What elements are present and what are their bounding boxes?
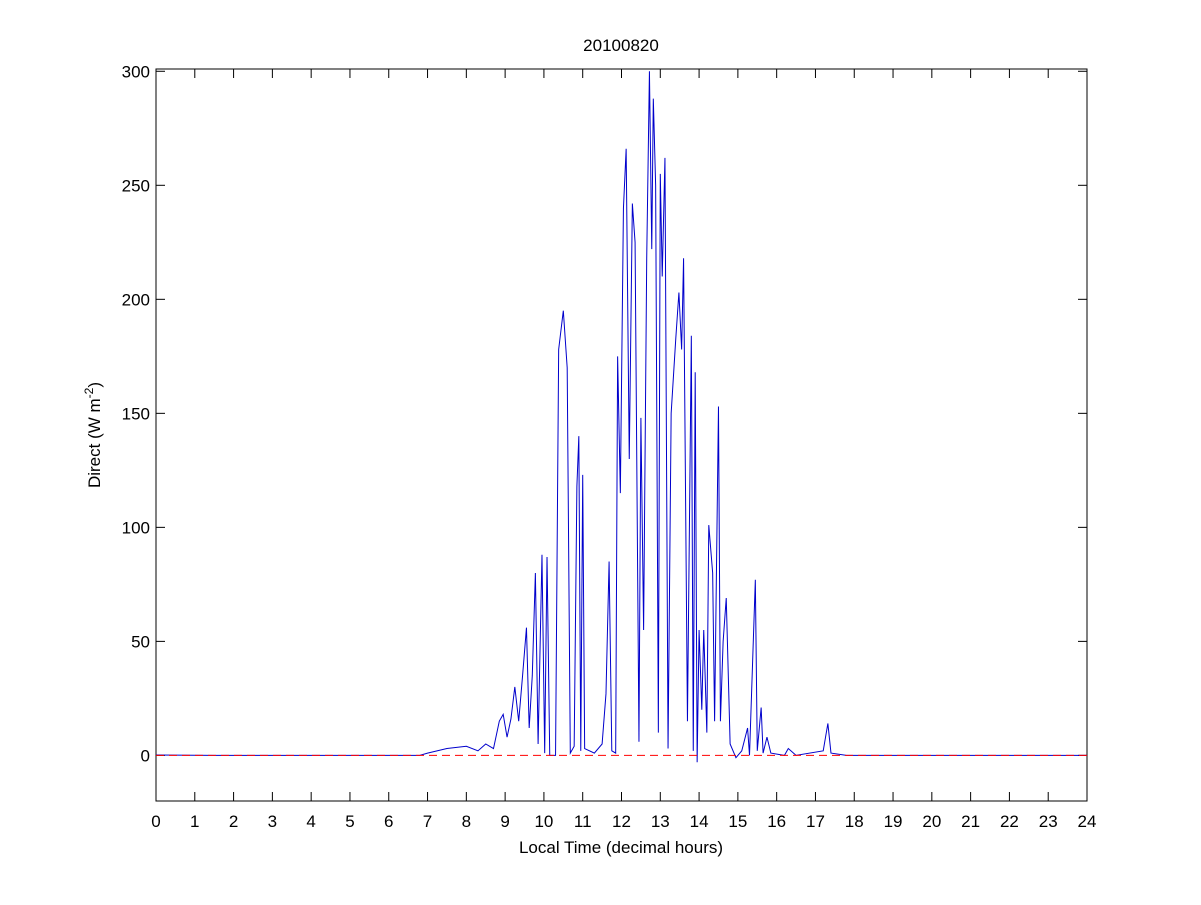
y-tick-label: 50 bbox=[131, 632, 150, 651]
x-tick-label: 21 bbox=[961, 812, 980, 831]
x-tick-label: 11 bbox=[574, 812, 592, 831]
x-tick-label: 12 bbox=[612, 812, 631, 831]
y-tick-label: 250 bbox=[122, 176, 150, 195]
x-tick-label: 20 bbox=[922, 812, 941, 831]
x-tick-label: 3 bbox=[268, 812, 277, 831]
y-tick-label: 150 bbox=[122, 404, 150, 423]
y-tick-label: 100 bbox=[122, 518, 150, 537]
x-tick-label: 17 bbox=[806, 812, 825, 831]
x-tick-label: 18 bbox=[845, 812, 864, 831]
x-tick-label: 13 bbox=[651, 812, 670, 831]
x-tick-label: 7 bbox=[423, 812, 432, 831]
y-axis-label-part: Direct (W m bbox=[85, 398, 104, 488]
data-line bbox=[155, 71, 1087, 763]
x-tick-label: 16 bbox=[767, 812, 786, 831]
y-axis-label: Direct (W m-2) bbox=[82, 382, 104, 488]
x-tick-label: 24 bbox=[1078, 812, 1097, 831]
x-tick-label: 14 bbox=[690, 812, 709, 831]
x-tick-label: 9 bbox=[500, 812, 509, 831]
x-tick-label: 1 bbox=[190, 812, 199, 831]
x-tick-label: 8 bbox=[462, 812, 471, 831]
x-tick-label: 15 bbox=[728, 812, 747, 831]
chart-title: 20100820 bbox=[583, 36, 659, 55]
x-tick-label: 10 bbox=[534, 812, 553, 831]
y-tick-label: 0 bbox=[141, 746, 150, 765]
x-tick-label: 23 bbox=[1039, 812, 1058, 831]
x-tick-label: 6 bbox=[384, 812, 393, 831]
y-axis-label-part: ) bbox=[85, 382, 104, 388]
x-tick-label: 5 bbox=[345, 812, 354, 831]
x-tick-label: 22 bbox=[1000, 812, 1019, 831]
y-axis-label-sup: -2 bbox=[82, 387, 96, 398]
x-tick-label: 19 bbox=[884, 812, 903, 831]
x-tick-label: 4 bbox=[306, 812, 315, 831]
y-tick-label: 300 bbox=[122, 62, 150, 81]
x-tick-label: 0 bbox=[151, 812, 160, 831]
x-tick-label: 2 bbox=[229, 812, 238, 831]
y-tick-label: 200 bbox=[122, 290, 150, 309]
x-axis-label: Local Time (decimal hours) bbox=[519, 838, 723, 857]
